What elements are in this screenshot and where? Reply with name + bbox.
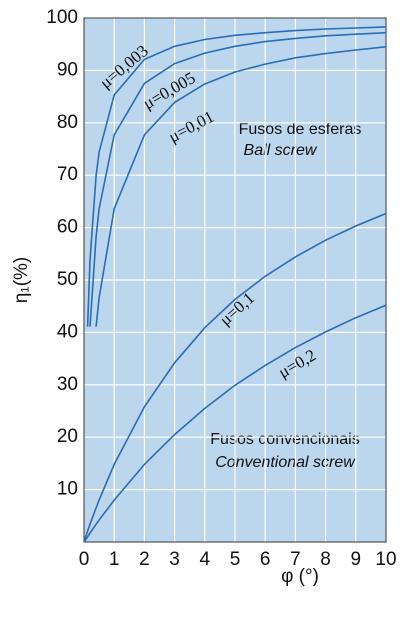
- x-tick-label: 5: [230, 549, 241, 570]
- line: [83, 212, 387, 543]
- x-tick-label: 1: [109, 549, 120, 570]
- line: [89, 31, 387, 327]
- y-tick-label: 30: [57, 374, 78, 395]
- annotation: Fusos convencionais: [210, 431, 359, 448]
- x-axis-label: φ (°): [281, 566, 319, 587]
- line: [95, 46, 387, 327]
- x-tick-label: 4: [200, 549, 211, 570]
- y-tick-label: 80: [57, 112, 78, 133]
- x-tick-label: 3: [169, 549, 180, 570]
- plot-frame: [83, 17, 387, 543]
- x-tick-label: 2: [139, 549, 150, 570]
- annotation: Ball screw: [244, 142, 318, 159]
- line: [83, 304, 387, 543]
- annotation: Conventional screw: [215, 454, 356, 471]
- y-tick-label: 50: [57, 269, 78, 290]
- annotation: Fusos de esferas: [239, 121, 362, 138]
- x-tick-label: 8: [320, 549, 331, 570]
- y-tick-label: 20: [57, 426, 78, 447]
- x-tick-label: 10: [375, 549, 396, 570]
- y-tick-label: 40: [57, 321, 78, 342]
- y-tick-label: 60: [57, 217, 78, 238]
- x-tick-label: 6: [260, 549, 271, 570]
- y-tick-label: 90: [57, 59, 78, 80]
- x-tick-label: 9: [351, 549, 362, 570]
- y-axis-label: η₁(%): [11, 257, 32, 304]
- y-tick-label: 10: [57, 479, 78, 500]
- line: [86, 26, 387, 327]
- x-tick-label: 0: [79, 549, 90, 570]
- x-tick-label: 7: [290, 549, 301, 570]
- y-tick-label: 100: [46, 7, 78, 28]
- y-tick-label: 70: [57, 164, 78, 185]
